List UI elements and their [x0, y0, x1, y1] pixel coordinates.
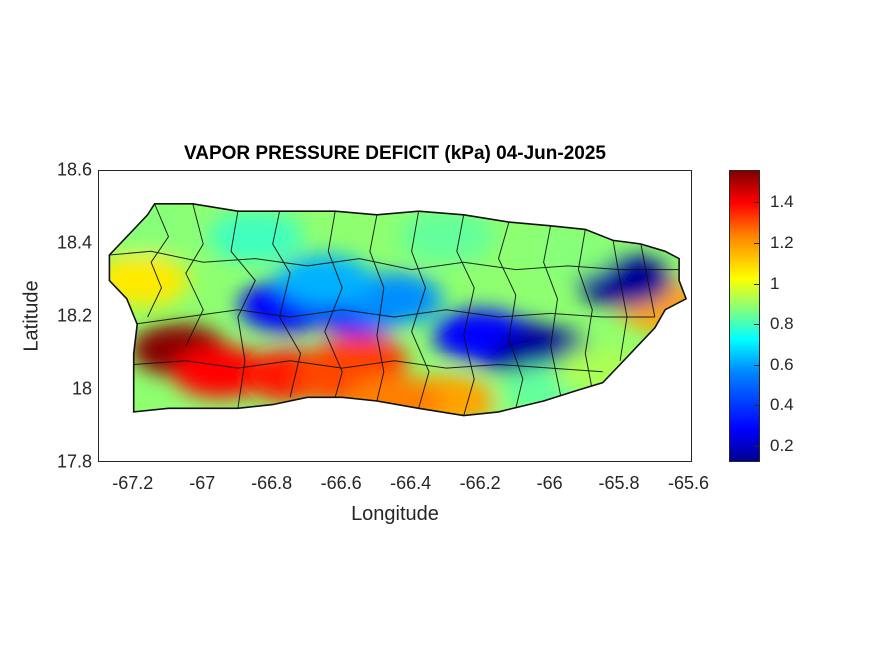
- x-tick-label: -66.8: [251, 473, 293, 493]
- colorbar-tick-mark: [754, 243, 760, 244]
- x-tick-label: -66.4: [390, 473, 432, 493]
- vpd-field-blob: [398, 210, 495, 263]
- y-tick-label: 18.4: [56, 232, 92, 253]
- municipality-boundary: [369, 214, 385, 402]
- municipality-boundary: [133, 360, 603, 373]
- colorbar-tick-label: 0.4: [770, 395, 794, 415]
- x-tick-label: -65.8: [598, 473, 640, 493]
- municipality-boundary: [543, 225, 562, 398]
- vpd-field-blob: [346, 374, 443, 416]
- island-coastline: [108, 203, 688, 417]
- colorbar-tick-mark: [754, 283, 760, 285]
- y-tick-label: 18.6: [56, 159, 92, 180]
- y-axis-label: Latitude: [20, 280, 43, 352]
- municipality-boundary: [577, 229, 593, 391]
- colorbar-tick-mark: [754, 202, 760, 204]
- colorbar: [729, 170, 760, 462]
- colorbar-tick-mark: [754, 364, 760, 366]
- colorbar-tick-mark: [754, 324, 760, 326]
- x-tick-label: -67: [189, 473, 216, 493]
- municipality-boundary: [272, 211, 302, 398]
- municipality-boundary: [230, 211, 256, 409]
- y-tick-label: 17.8: [56, 451, 92, 472]
- colorbar-tick-label: 1: [770, 273, 780, 293]
- chart-title: VAPOR PRESSURE DEFICIT (kPa) 04-Jun-2025: [184, 143, 606, 164]
- municipality-boundary: [612, 240, 628, 361]
- municipality-boundary: [185, 203, 204, 347]
- vpd-field-blob: [109, 203, 200, 252]
- vpd-field-blob: [207, 210, 304, 263]
- vpd-map: [108, 203, 688, 417]
- vpd-field-blob: [519, 225, 616, 278]
- colorbar-tick-label: 1.4: [770, 192, 794, 212]
- municipality-boundaries: [109, 203, 680, 416]
- colorbar-tick-label: 0.2: [770, 435, 794, 455]
- x-tick-label: -66: [536, 473, 563, 493]
- x-tick-label: -65.6: [668, 473, 710, 493]
- municipality-boundary: [497, 221, 524, 409]
- y-tick-label: 18: [71, 378, 92, 399]
- colorbar-tick-mark: [754, 405, 760, 407]
- municipality-boundary: [640, 243, 656, 318]
- x-axis-label: Longitude: [351, 503, 439, 525]
- map-plot-area: [98, 170, 692, 462]
- y-tick-label: 18.2: [56, 305, 92, 326]
- x-tick-label: -66.2: [459, 473, 501, 493]
- municipality-boundary: [411, 211, 430, 409]
- x-tick-label: -66.6: [320, 473, 362, 493]
- municipality-boundary: [133, 309, 655, 325]
- colorbar-tick-label: 1.2: [770, 233, 794, 252]
- municipality-boundary: [456, 214, 475, 416]
- municipality-boundary: [109, 250, 680, 271]
- colorbar-tick-mark: [754, 445, 760, 447]
- colorbar-tick-label: 0.6: [770, 354, 794, 374]
- colorbar-tick-label: 0.8: [770, 314, 794, 334]
- vpd-field-blob: [276, 254, 373, 307]
- municipality-boundary: [324, 211, 343, 398]
- x-tick-label: -67.2: [112, 473, 154, 493]
- municipality-boundary: [147, 203, 170, 318]
